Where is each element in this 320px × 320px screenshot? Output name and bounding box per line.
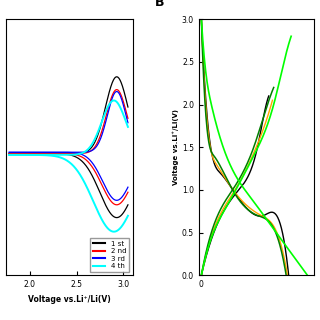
- 4 th: [105, 108, 108, 112]
- 1 st: [115, 75, 119, 79]
- 3 rd: [72, 150, 76, 154]
- Line: 4 th: 4 th: [9, 100, 128, 155]
- 4 th: [112, 99, 116, 102]
- Line: 3 rd: 3 rd: [9, 92, 128, 152]
- 2 nd: [64, 152, 68, 156]
- 1 st: [72, 152, 76, 156]
- 4 th: [64, 153, 68, 157]
- 3 rd: [124, 111, 127, 115]
- 1 st: [78, 151, 82, 155]
- 3 rd: [64, 150, 68, 154]
- Y-axis label: Voltage vs.Li⁺/Li(V): Voltage vs.Li⁺/Li(V): [172, 109, 179, 185]
- 1 st: [7, 152, 11, 156]
- 2 nd: [124, 107, 127, 110]
- 2 nd: [7, 152, 11, 156]
- X-axis label: Voltage vs.Li⁺/Li(V): Voltage vs.Li⁺/Li(V): [28, 295, 111, 304]
- 2 nd: [78, 152, 82, 156]
- 3 rd: [7, 150, 11, 154]
- 4 th: [72, 153, 76, 156]
- 2 nd: [105, 113, 108, 116]
- 4 th: [126, 125, 130, 129]
- 1 st: [64, 152, 68, 156]
- 2 nd: [64, 152, 68, 156]
- 2 nd: [126, 116, 130, 120]
- 2 nd: [72, 152, 76, 156]
- 4 th: [64, 153, 68, 157]
- 3 rd: [115, 90, 119, 93]
- 1 st: [64, 152, 68, 156]
- Text: B: B: [155, 0, 165, 9]
- Line: 2 nd: 2 nd: [9, 90, 128, 154]
- 4 th: [124, 118, 127, 122]
- 4 th: [78, 152, 82, 156]
- 1 st: [105, 101, 108, 105]
- 3 rd: [78, 150, 82, 154]
- Legend: 1 st, 2 nd, 3 rd, 4 th: 1 st, 2 nd, 3 rd, 4 th: [90, 238, 129, 272]
- 3 rd: [126, 121, 130, 125]
- 1 st: [126, 105, 130, 109]
- 3 rd: [64, 150, 68, 154]
- 2 nd: [115, 88, 119, 92]
- 1 st: [124, 94, 127, 98]
- 3 rd: [105, 117, 108, 121]
- 4 th: [7, 153, 11, 157]
- Line: 1 st: 1 st: [9, 77, 128, 154]
